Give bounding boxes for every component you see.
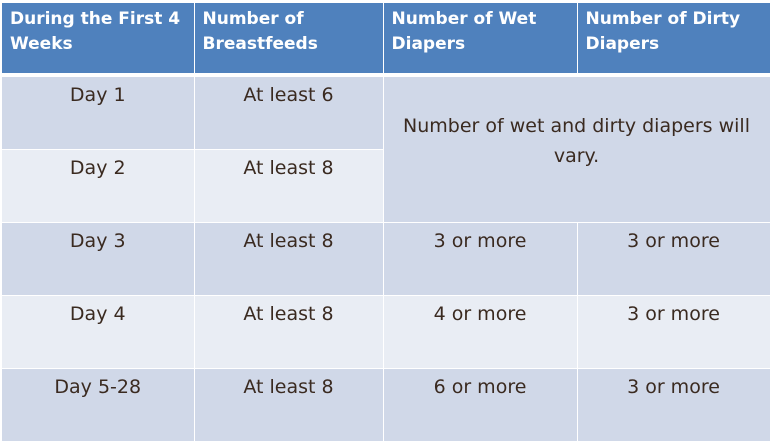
table-row: Day 4 At least 8 4 or more 3 or more (2, 295, 770, 369)
header-cell: Number of Dirty Diapers (577, 3, 770, 77)
header-row: During the First 4 Weeks Number of Breas… (2, 3, 770, 77)
dirty-cell: 3 or more (577, 368, 770, 442)
table-row: Day 3 At least 8 3 or more 3 or more (2, 222, 770, 296)
day-cell: Day 3 (2, 222, 195, 296)
wet-cell: 4 or more (383, 295, 578, 369)
header-cell: During the First 4 Weeks (2, 3, 195, 77)
wet-cell: 3 or more (383, 222, 578, 296)
table-row: Day 5-28 At least 8 6 or more 3 or more (2, 368, 770, 442)
day-cell: Day 4 (2, 295, 195, 369)
table-row: Day 2 At least 8 (2, 149, 770, 223)
header-cell: Number of Breastfeeds (194, 3, 384, 77)
breastfeeding-table: During the First 4 Weeks Number of Breas… (2, 3, 770, 442)
day-cell: Day 5-28 (2, 368, 195, 442)
day-cell: Day 2 (2, 149, 195, 223)
table-row: Day 1 At least 6 Number of wet and dirty… (2, 75, 770, 223)
dirty-cell: 3 or more (577, 295, 770, 369)
dirty-cell: 3 or more (577, 222, 770, 296)
feeds-cell: At least 8 (194, 222, 384, 296)
header-cell: Number of Wet Diapers (383, 3, 578, 77)
day-cell: Day 1 (2, 75, 195, 150)
wet-cell: 6 or more (383, 368, 578, 442)
feeds-cell: At least 8 (194, 368, 384, 442)
feeds-cell: At least 8 (194, 295, 384, 369)
merged-note-cell: Number of wet and dirty diapers will var… (383, 75, 770, 223)
feeds-cell: At least 6 (194, 75, 384, 150)
feeds-cell: At least 8 (194, 149, 384, 223)
